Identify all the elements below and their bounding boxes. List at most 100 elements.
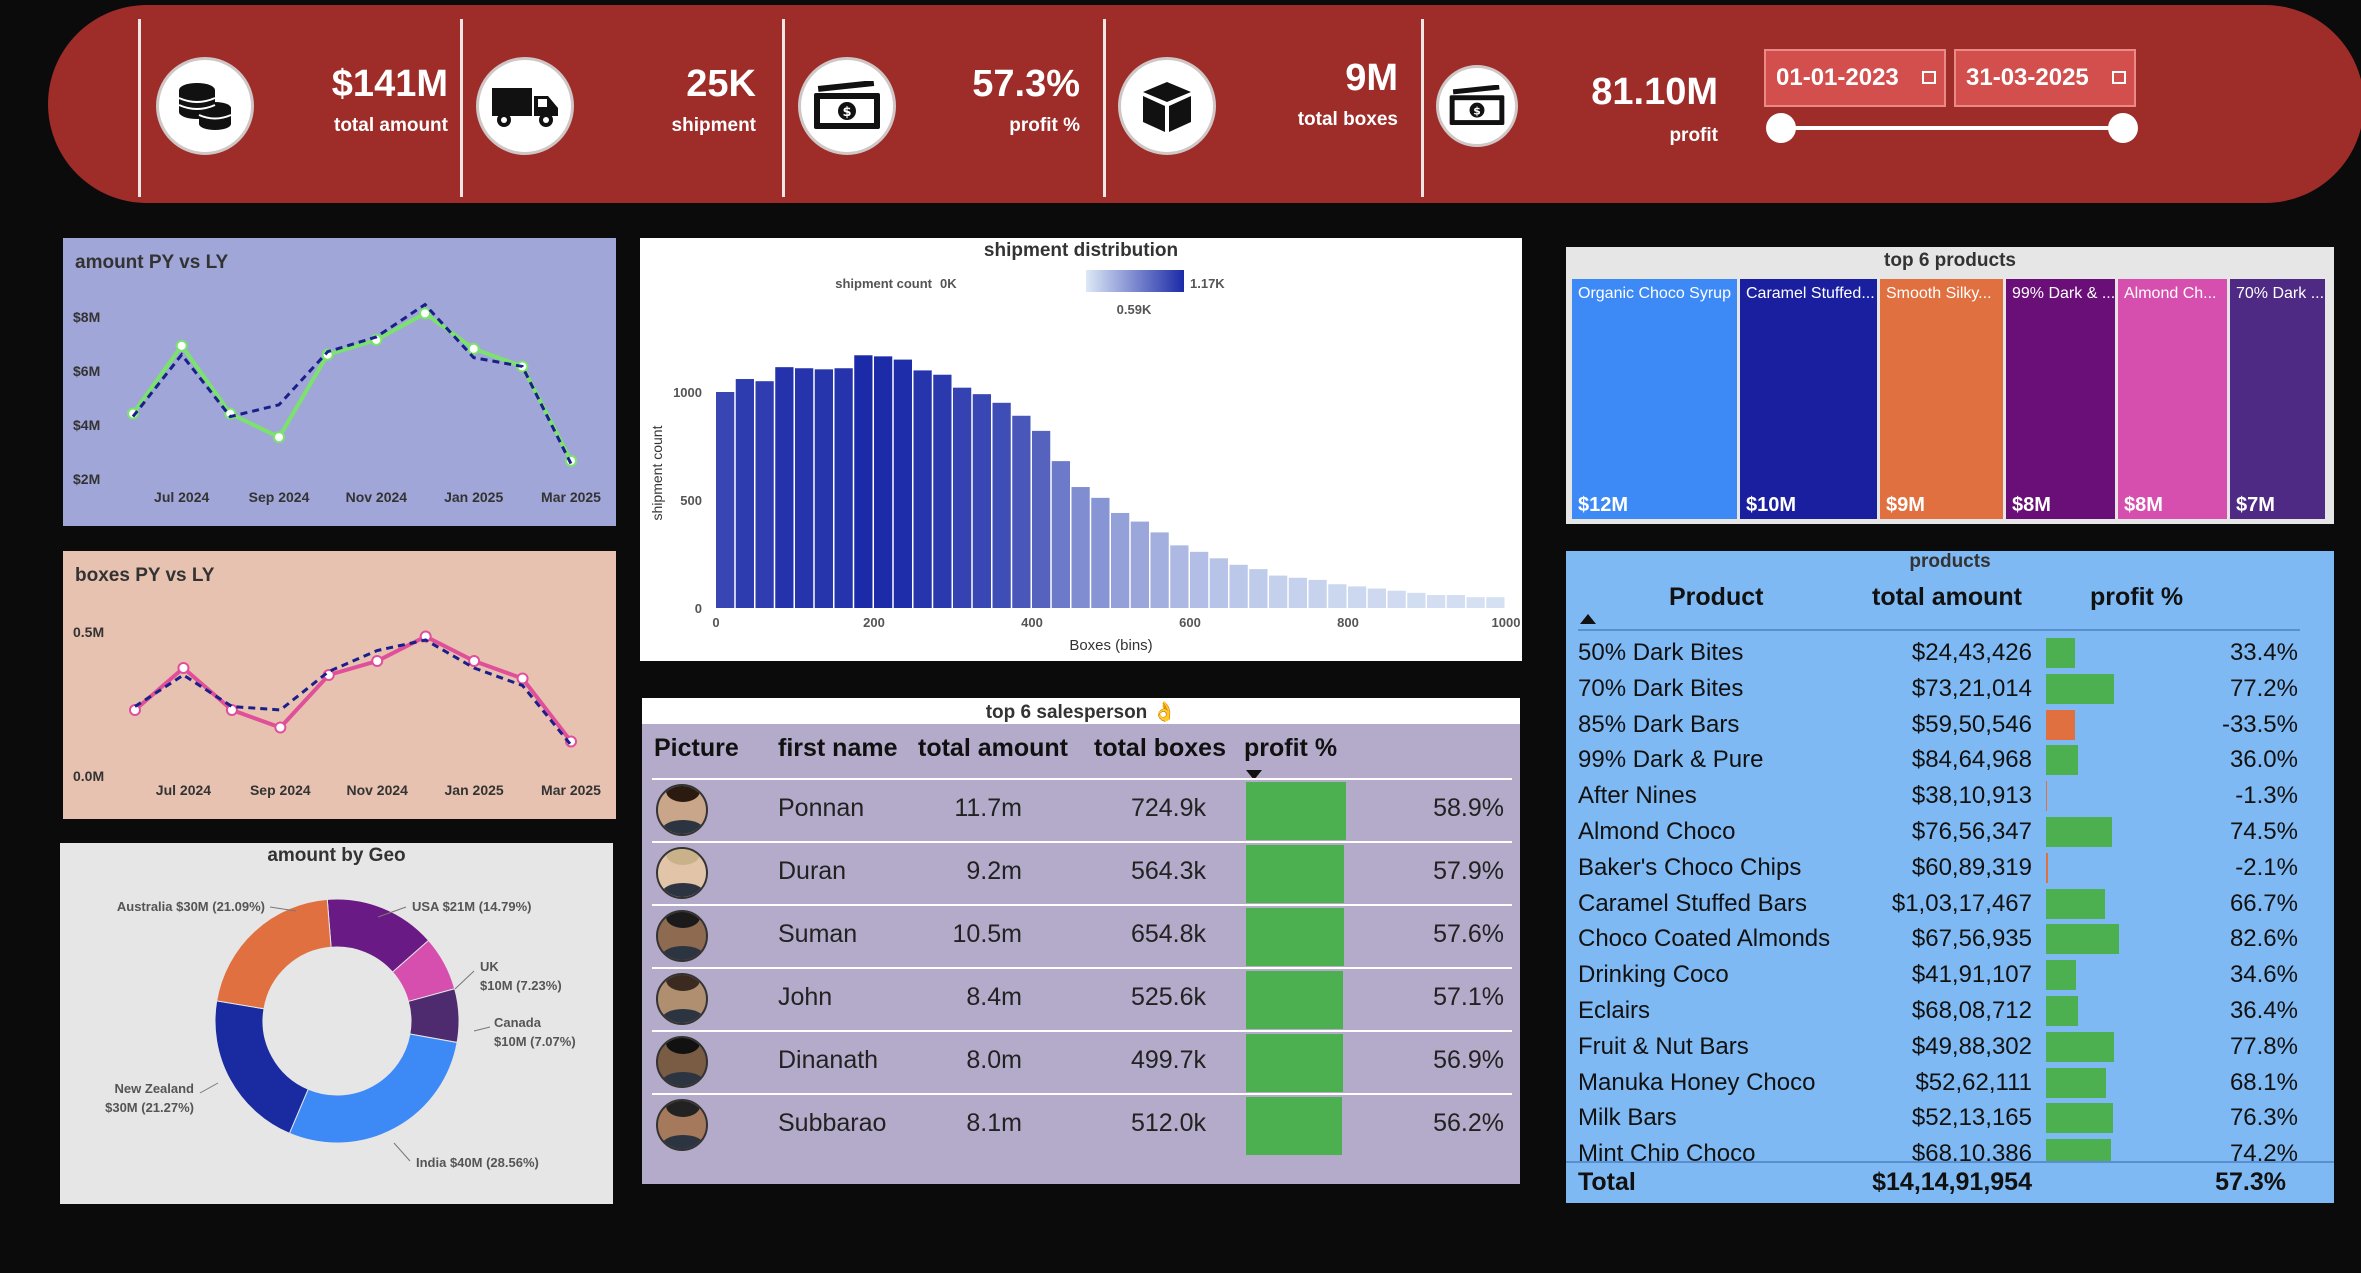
table-row[interactable]: After Nines $38,10,913 -1.3%: [1578, 778, 2300, 814]
treemap-block-name: Almond Ch...: [2124, 285, 2217, 302]
col-header-product[interactable]: Product: [1669, 583, 1764, 611]
col-header-total-amount[interactable]: total amount: [918, 734, 1068, 762]
geo-label: Australia $30M (21.09%): [117, 899, 265, 914]
table-row[interactable]: Suman 10.5m 654.8k 57.6%: [652, 904, 1512, 968]
col-header-profit-pct[interactable]: profit %: [1244, 734, 1338, 762]
histogram-bar: [1051, 461, 1070, 608]
histogram-bar: [755, 381, 774, 608]
histogram-bar: [1130, 521, 1149, 608]
table-row[interactable]: Milk Bars $52,13,165 76.3%: [1578, 1100, 2300, 1136]
profit-cell: 77.2%: [2229, 674, 2298, 702]
histogram-bar: [1348, 586, 1367, 608]
profit-cell: -1.3%: [2235, 782, 2298, 810]
total-amount-cell: $52,62,111: [1915, 1068, 2032, 1096]
product-rows[interactable]: 50% Dark Bites $24,43,426 33.4% 70% Dark Bi…: [1566, 633, 2334, 1161]
histogram-bar: [716, 392, 735, 608]
y-tick-label: 1000: [673, 385, 702, 400]
histogram-bar: [972, 394, 991, 608]
donut-slice-india: [288, 1033, 458, 1144]
donut-slice-new-zealand: [214, 1000, 309, 1135]
coins-icon: [156, 57, 254, 155]
calendar-icon[interactable]: [2112, 71, 2126, 84]
x-axis-label: Boxes (bins): [1069, 637, 1152, 654]
table-row[interactable]: Duran 9.2m 564.3k 57.9%: [652, 841, 1512, 905]
kpi-divider: [460, 19, 463, 197]
table-row[interactable]: Caramel Stuffed Bars $1,03,17,467 66.7%: [1578, 886, 2300, 922]
calendar-icon[interactable]: [1922, 71, 1936, 84]
treemap-block[interactable]: 70% Dark ... $7M: [2230, 279, 2325, 519]
table-row[interactable]: Eclairs $68,08,712 36.4%: [1578, 993, 2300, 1029]
end-date-input[interactable]: 31-03-2025: [1954, 49, 2136, 107]
table-row[interactable]: Mint Chip Choco $68,10,386 74.2%: [1578, 1136, 2300, 1161]
profit-cell: 58.9%: [1433, 794, 1504, 822]
col-header-first-name[interactable]: first name: [778, 734, 898, 762]
table-row[interactable]: Dinanath 8.0m 499.7k 56.9%: [652, 1030, 1512, 1094]
sort-asc-icon[interactable]: [1580, 614, 1596, 624]
avatar: [656, 1099, 708, 1151]
x-tick-label: 600: [1179, 615, 1201, 630]
table-row[interactable]: 85% Dark Bars $59,50,546 -33.5%: [1578, 707, 2300, 743]
avatar-hair: [666, 912, 700, 928]
profit-cell: 34.6%: [2229, 961, 2298, 989]
leader-line: [199, 1082, 219, 1094]
histogram-bar: [1446, 595, 1465, 608]
svg-text:$: $: [1473, 104, 1481, 117]
total-amount-cell: $41,91,107: [1911, 961, 2032, 989]
treemap-block[interactable]: 99% Dark & ... $8M: [2006, 279, 2115, 519]
total-amount: $14,14,91,954: [1872, 1168, 2032, 1196]
col-header-profit-pct[interactable]: profit %: [2090, 583, 2184, 611]
treemap-block[interactable]: Almond Ch... $8M: [2118, 279, 2227, 519]
histogram-bar: [1367, 588, 1386, 608]
x-tick-label: 400: [1021, 615, 1043, 630]
col-header-picture[interactable]: Picture: [654, 734, 739, 762]
date-slider-start-handle[interactable]: [1766, 113, 1796, 143]
profit-bar: [2046, 960, 2077, 991]
table-row[interactable]: Baker's Choco Chips $60,89,319 -2.1%: [1578, 850, 2300, 886]
histogram-bar: [1407, 592, 1426, 608]
table-row[interactable]: Ponnan 11.7m 724.9k 58.9%: [652, 778, 1512, 842]
first-name-cell: Subbarao: [778, 1109, 887, 1137]
histogram-bar: [992, 402, 1011, 608]
start-date-input[interactable]: 01-01-2023: [1764, 49, 1946, 107]
geo-label-value: $30M (21.27%): [105, 1100, 194, 1115]
total-amount-cell: 8.4m: [966, 983, 1022, 1011]
table-row[interactable]: Choco Coated Almonds $67,56,935 82.6%: [1578, 921, 2300, 957]
profit-bar: [1246, 908, 1344, 966]
date-slider-end-handle[interactable]: [2108, 113, 2138, 143]
table-row[interactable]: 50% Dark Bites $24,43,426 33.4%: [1578, 635, 2300, 671]
product-name-cell: Caramel Stuffed Bars: [1578, 889, 1807, 917]
col-header-total-boxes[interactable]: total boxes: [1094, 734, 1226, 762]
treemap-block[interactable]: Caramel Stuffed... $10M: [1740, 279, 1877, 519]
data-point: [274, 721, 287, 734]
kpi-total-amount-label: total amount: [334, 115, 448, 136]
table-row[interactable]: Drinking Coco $41,91,107 34.6%: [1578, 957, 2300, 993]
avatar: [656, 784, 708, 836]
histogram-bar: [1328, 584, 1347, 608]
chart-title: amount PY vs LY: [75, 252, 229, 273]
histogram-bar: [913, 370, 932, 608]
avatar-hair: [666, 1101, 700, 1117]
table-row[interactable]: 99% Dark & Pure $84,64,968 36.0%: [1578, 742, 2300, 778]
table-row[interactable]: Fruit & Nut Bars $49,88,302 77.8%: [1578, 1029, 2300, 1065]
total-amount-cell: $1,03,17,467: [1891, 889, 2032, 917]
col-header-total-amount[interactable]: total amount: [1872, 583, 2022, 611]
date-slider-track[interactable]: [1782, 126, 2128, 130]
total-amount-cell: $76,56,347: [1911, 818, 2032, 845]
table-title-bar: [642, 698, 1520, 724]
table-row[interactable]: Manuka Honey Choco $52,62,111 68.1%: [1578, 1065, 2300, 1101]
table-row[interactable]: John 8.4m 525.6k 57.1%: [652, 967, 1512, 1031]
profit-bar: [2046, 673, 2114, 704]
x-tick-label: Mar 2025: [541, 782, 601, 798]
x-tick-label: Nov 2024: [346, 782, 408, 798]
treemap-block[interactable]: Smooth Silky... $9M: [1880, 279, 2003, 519]
sort-desc-icon[interactable]: [1246, 770, 1262, 780]
profit-cell: 76.3%: [2229, 1104, 2298, 1132]
avatar-shirt: [662, 883, 704, 897]
treemap-block[interactable]: Organic Choco Syrup $12M: [1572, 279, 1737, 519]
table-row[interactable]: Almond Choco $76,56,347 74.5%: [1578, 814, 2300, 850]
geo-label: India $40M (28.56%): [416, 1155, 539, 1170]
table-row[interactable]: Subbarao 8.1m 512.0k 56.2%: [652, 1093, 1512, 1157]
start-date-value: 01-01-2023: [1776, 64, 1899, 91]
table-row[interactable]: 70% Dark Bites $73,21,014 77.2%: [1578, 671, 2300, 707]
profit-bar: [2046, 1139, 2112, 1161]
